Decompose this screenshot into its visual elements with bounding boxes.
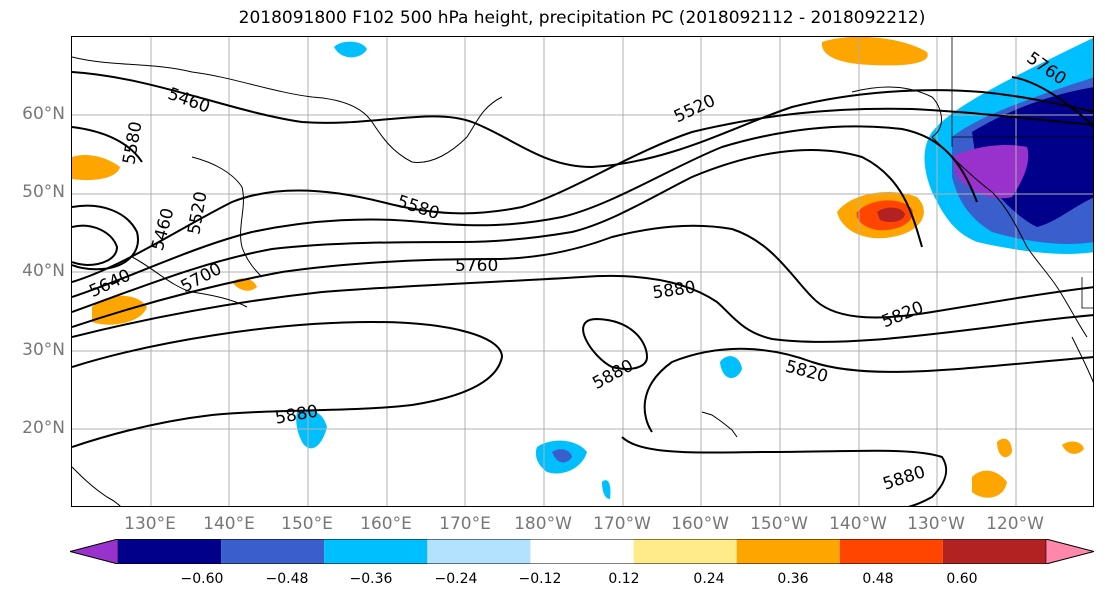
- contour-label: 5700: [178, 259, 226, 297]
- contour-label: 5820: [783, 357, 830, 388]
- lon-label: 140°E: [203, 514, 255, 534]
- precip-region-pnw-purple: [952, 145, 1029, 199]
- lon-label: 150°W: [750, 514, 808, 534]
- contour-label: 5880: [881, 462, 928, 494]
- lon-label: 130°W: [907, 514, 965, 534]
- lon-label: 170°E: [439, 514, 491, 534]
- colorbar-segment: [221, 539, 325, 564]
- lon-label: 140°W: [829, 514, 887, 534]
- colorbar-segment: [942, 539, 1046, 564]
- precip-region-blue-3: [552, 449, 572, 463]
- lon-label: 160°W: [671, 514, 729, 534]
- height-contours: [72, 71, 1093, 506]
- lon-label: 160°E: [360, 514, 412, 534]
- precip-region-alaska-top: [821, 37, 928, 66]
- contour-label: 5820: [879, 298, 927, 333]
- colorbar-tick-label: −0.60: [180, 571, 224, 587]
- contour-label: 5520: [671, 91, 719, 127]
- colorbar-extension-low: [70, 539, 119, 564]
- colorbar-tick-label: 0.60: [946, 571, 978, 587]
- contour-label: 5760: [455, 256, 498, 276]
- figure-title: 2018091800 F102 500 hPa height, precipit…: [238, 8, 926, 28]
- lon-label: 180°W: [514, 514, 572, 534]
- colorbar-tick-label: −0.36: [349, 571, 393, 587]
- map-canvas: 5460 5580 5460 5520 5640 5700 5520 5580 …: [72, 37, 1093, 506]
- colorbar-segment: [427, 539, 531, 564]
- lat-label: 50°N: [22, 182, 65, 202]
- contour-label: 5580: [119, 120, 146, 166]
- lon-label: 150°E: [281, 514, 333, 534]
- colorbar-tick-label: −0.12: [518, 571, 562, 587]
- precip-region-blue-4: [720, 356, 742, 379]
- colorbar-tick-label: 0.12: [608, 571, 640, 587]
- coastlines: [72, 37, 1093, 506]
- colorbar-segment: [633, 539, 737, 564]
- contour-label: 5520: [184, 190, 211, 236]
- map-area: 5460 5580 5460 5520 5640 5700 5520 5580 …: [71, 36, 1094, 507]
- precip-region-se-orange-3: [1062, 441, 1084, 454]
- precip-region-bering-blue: [334, 41, 367, 58]
- colorbar-tick-label: 0.36: [777, 571, 809, 587]
- precip-region-se-orange-1: [972, 470, 1007, 498]
- colorbar-segment: [839, 539, 943, 564]
- colorbar: [70, 539, 1094, 564]
- colorbar-segment: [324, 539, 428, 564]
- colorbar-segment: [736, 539, 840, 564]
- colorbar-tick-label: 0.48: [862, 571, 894, 587]
- contour-label: 5580: [395, 192, 442, 224]
- precip-region-se-orange-2: [997, 438, 1012, 458]
- lat-label: 20°N: [22, 418, 65, 438]
- contour-label: 5460: [148, 206, 179, 253]
- colorbar-tick-label: −0.24: [434, 571, 478, 587]
- precip-region-blue-5: [602, 480, 611, 499]
- lon-label: 130°E: [124, 514, 176, 534]
- lat-label: 30°N: [22, 340, 65, 360]
- colorbar-tick-label: −0.48: [265, 571, 309, 587]
- graticule: [72, 37, 1093, 506]
- lat-label: 60°N: [22, 104, 65, 124]
- lon-label: 120°W: [986, 514, 1044, 534]
- contour-label: 5880: [589, 356, 637, 394]
- precip-region-japan-orange: [92, 295, 147, 325]
- precip-region-okhotsk-orange: [72, 155, 120, 181]
- contour-label: 5460: [165, 84, 212, 118]
- colorbar-segment: [530, 539, 634, 564]
- precip-region-goa-dark: [877, 207, 905, 222]
- colorbar-extension-high: [1045, 539, 1094, 564]
- lat-label: 40°N: [22, 261, 65, 281]
- colorbar-segment: [118, 539, 222, 564]
- lon-label: 170°W: [593, 514, 651, 534]
- precip-shading: [72, 37, 1093, 499]
- colorbar-tick-label: 0.24: [693, 571, 725, 587]
- contour-label: 5880: [651, 278, 697, 304]
